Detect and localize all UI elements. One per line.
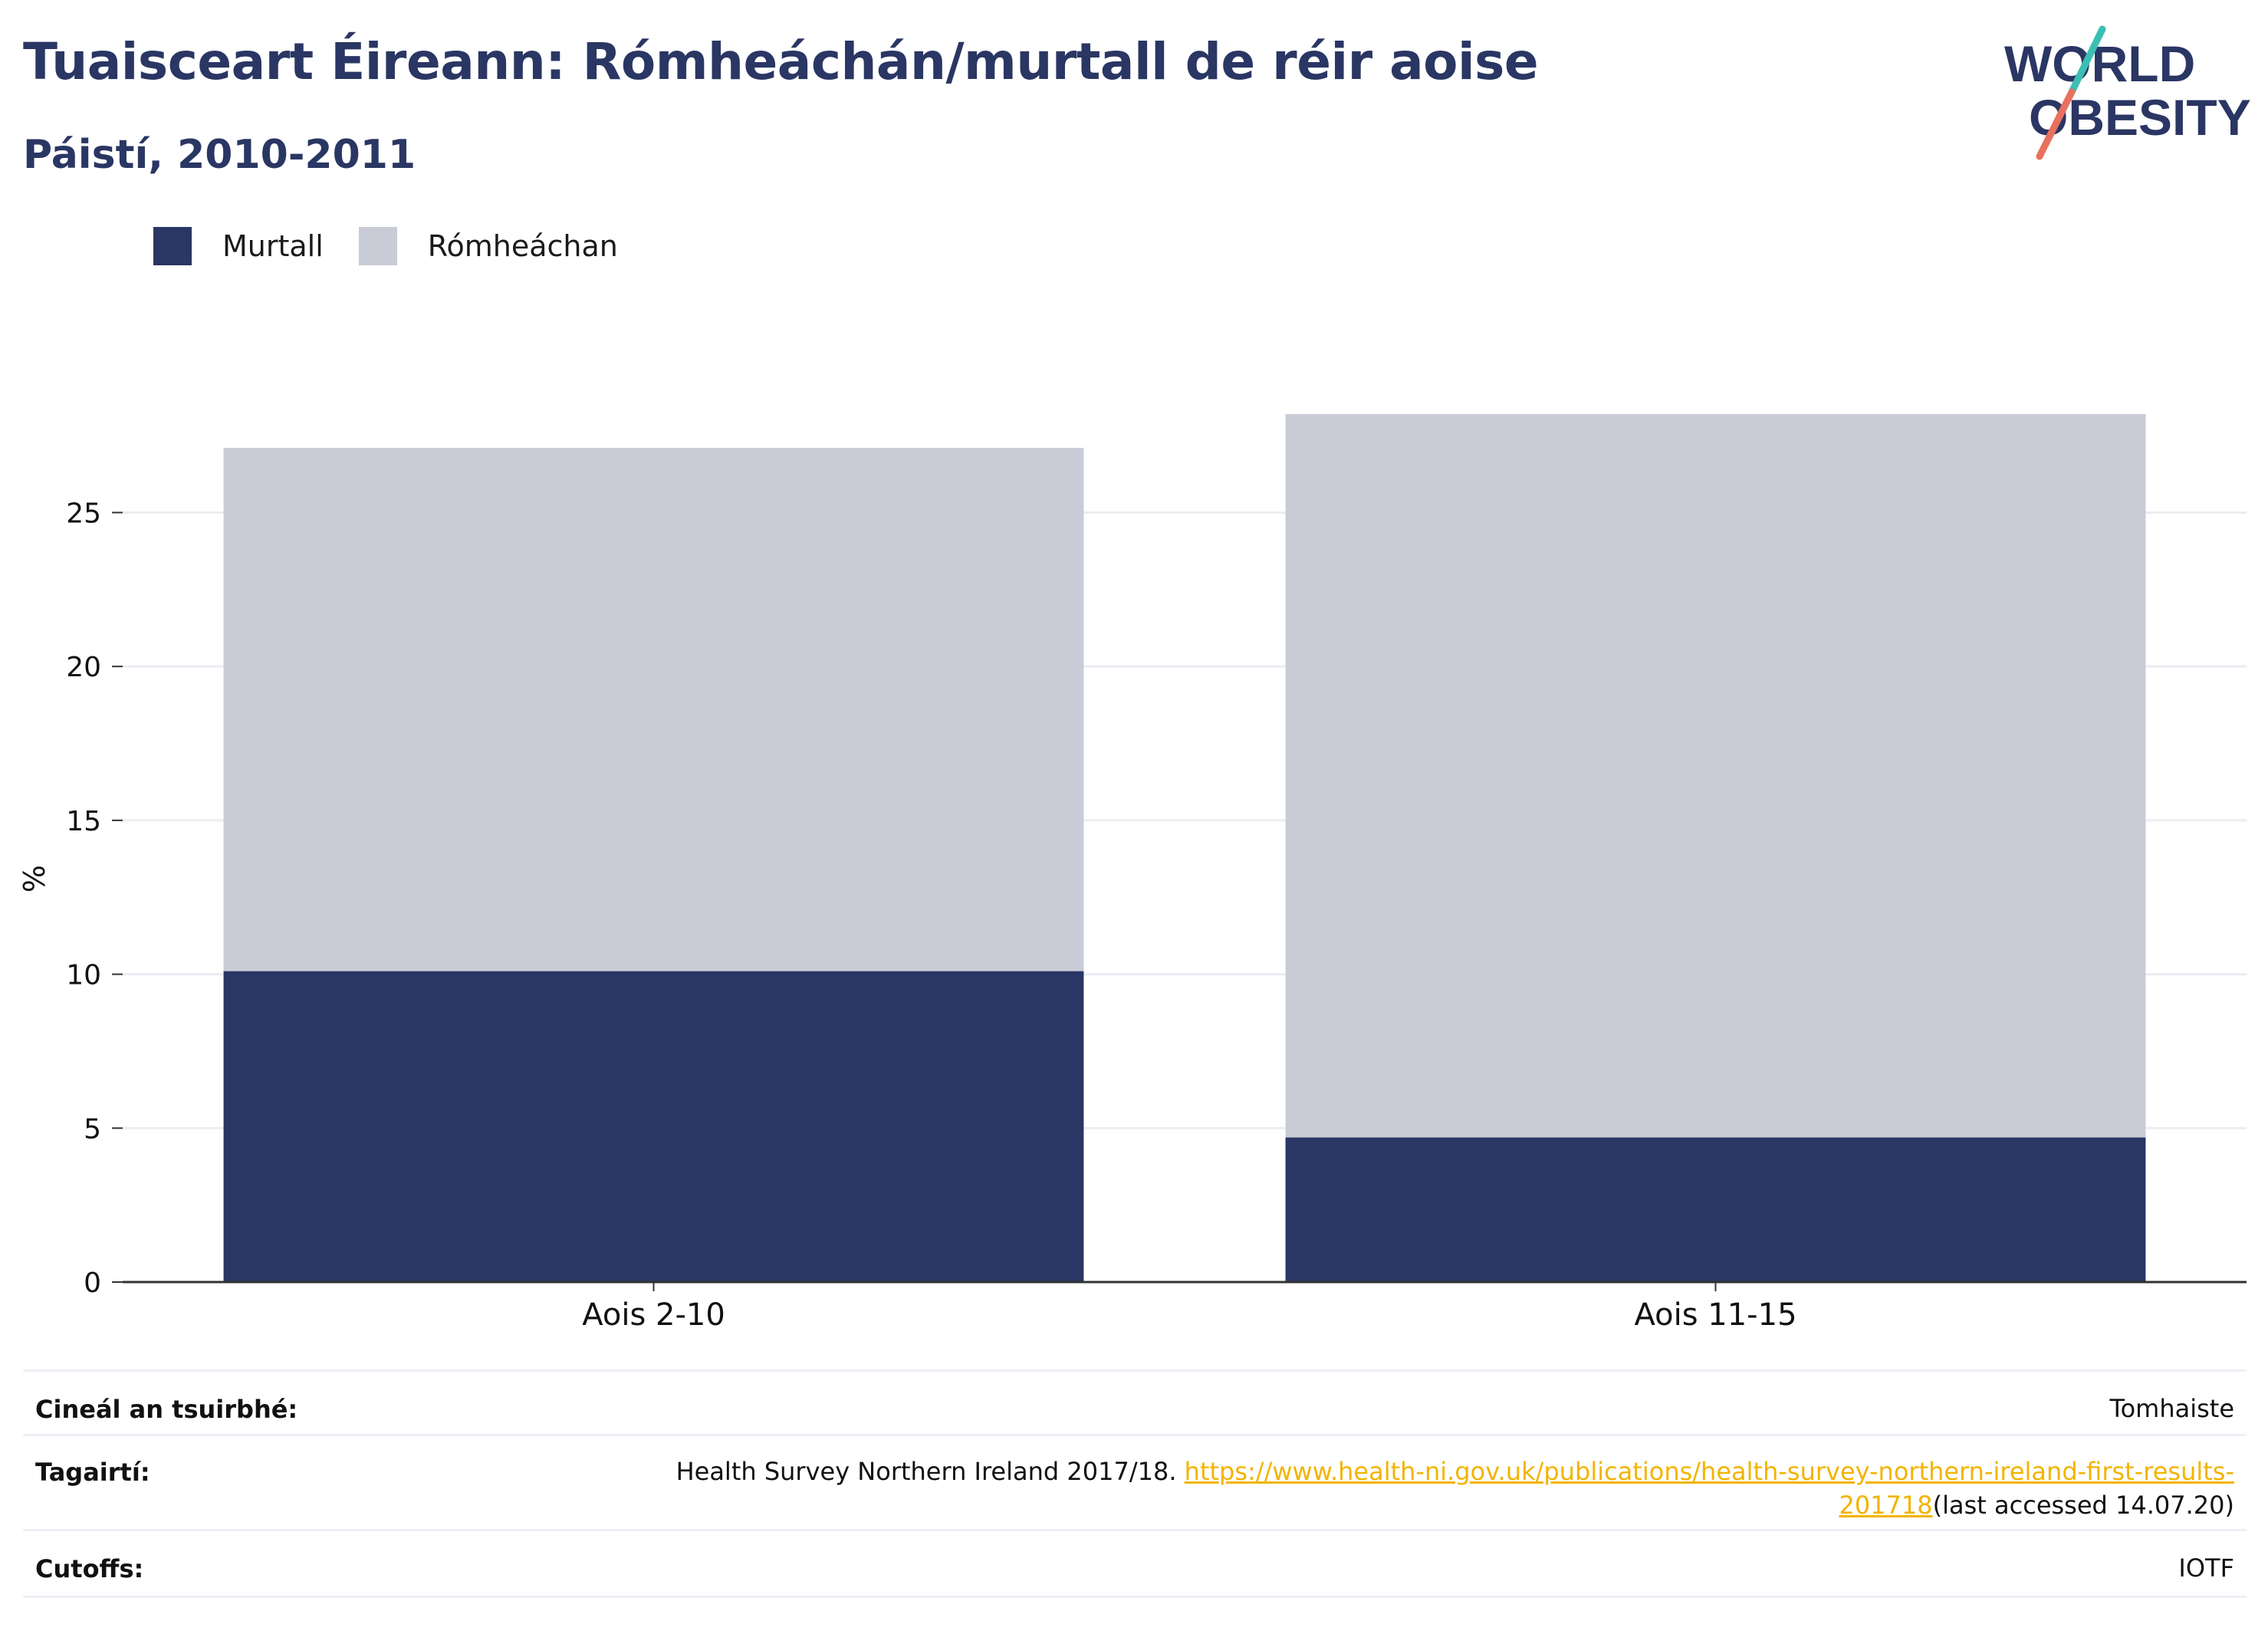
logo-line1: WORLD [2004,35,2195,92]
legend-swatch-overweight [358,227,397,265]
meta-value-cutoffs: IOTF [2178,1553,2234,1583]
meta-row-survey-type: Cineál an tsuirbhé: Tomhaiste [23,1369,2247,1436]
meta-key-cutoffs: Cutoffs: [35,1554,144,1583]
y-tick-label: 5 [84,1113,101,1145]
reference-accessed: (last accessed 14.07.20) [1932,1491,2234,1520]
y-tick-label: 10 [66,960,101,991]
chart-legend: Murtall Rómheáchan [153,227,653,265]
meta-value-survey-type: Tomhaiste [2109,1394,2234,1423]
bar-obesity-0 [223,971,1084,1282]
meta-value-references: Health Survey Northern Ireland 2017/18. … [676,1455,2234,1522]
y-tick-label: 25 [66,498,101,529]
legend-label-obesity: Murtall [222,229,324,263]
world-obesity-logo: WORLD OBESITY [2004,25,2251,160]
bar-obesity-1 [1285,1137,2146,1282]
x-tick-label: Aois 11-15 [1634,1297,1796,1333]
chart-subtitle: Páistí, 2010-2011 [23,132,416,178]
legend-swatch-obesity [153,227,192,265]
legend-label-overweight: Rómheáchan [427,229,618,263]
y-tick-label: 20 [66,652,101,683]
bar-overweight-0 [223,448,1084,972]
y-tick-labels: 0 5 10 15 20 25 [66,498,123,1299]
reference-text: Health Survey Northern Ireland 2017/18. [675,1457,1177,1486]
x-tick-label: Aois 2-10 [582,1297,725,1333]
meta-key-references: Tagairtí: [35,1458,150,1487]
reference-link[interactable]: https://www.health-ni.gov.uk/publication… [1184,1457,2234,1486]
y-tick-label: 15 [66,806,101,837]
legend-item-overweight: Rómheáchan [358,227,618,265]
chart-title: Tuaisceart Éireann: Rómheáchán/murtall d… [23,32,1539,91]
legend-item-obesity: Murtall [153,227,324,265]
stacked-bar-chart: 0 5 10 15 20 25 Aois 2-10 Aois 11-15 % [18,414,2247,1333]
meta-row-references: Tagairtí: Health Survey Northern Ireland… [23,1434,2247,1531]
bar-overweight-1 [1285,414,2146,1138]
meta-key-survey-type: Cineál an tsuirbhé: [35,1395,298,1424]
reference-link-continued[interactable]: 201718 [1839,1491,1933,1520]
bars [223,414,2146,1282]
y-tick-label: 0 [84,1267,101,1299]
meta-row-cutoffs: Cutoffs: IOTF [23,1529,2247,1598]
y-axis-label: % [18,865,51,893]
x-tick-labels: Aois 2-10 Aois 11-15 [582,1282,1797,1333]
